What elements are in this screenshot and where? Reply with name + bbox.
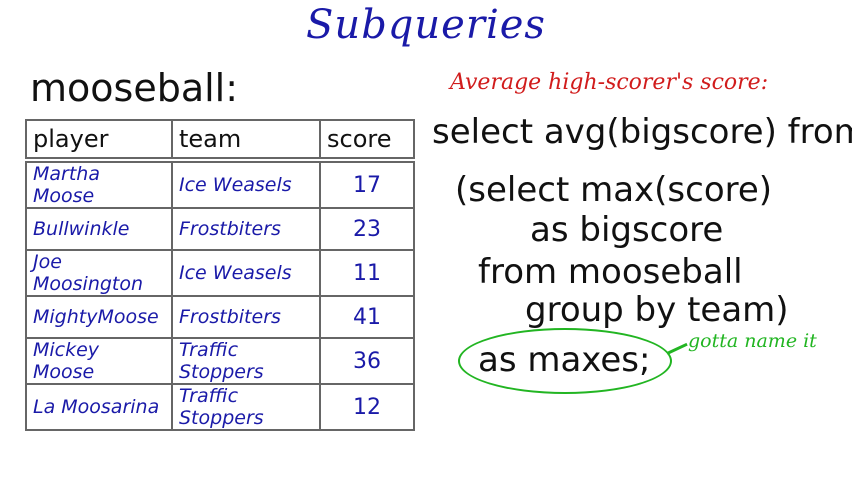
cell-score: 11 xyxy=(319,249,415,297)
cell-player: Mickey Moose xyxy=(25,337,173,385)
table-row: MightyMoose Frostbiters 41 xyxy=(25,295,415,339)
cell-score: 41 xyxy=(319,295,415,339)
header-team: team xyxy=(171,119,321,163)
code-line-5: group by team) xyxy=(525,290,789,330)
table-row: Martha Moose Ice Weasels 17 xyxy=(25,159,415,209)
code-line-4: from mooseball xyxy=(478,252,743,292)
code-line-1: select avg(bigscore) from xyxy=(432,112,852,152)
annotation-connector xyxy=(666,342,688,355)
header-player: player xyxy=(25,119,173,163)
cell-player: La Moosarina xyxy=(25,383,173,431)
cell-team: Frostbiters xyxy=(171,207,321,251)
slide-title: Subqueries xyxy=(306,2,546,48)
cell-score: 23 xyxy=(319,207,415,251)
cell-team: Traffic Stoppers xyxy=(171,337,321,385)
cell-score: 36 xyxy=(319,337,415,385)
table-row: Joe Moosington Ice Weasels 11 xyxy=(25,249,415,297)
green-annotation: gotta name it xyxy=(688,330,817,352)
cell-player: Bullwinkle xyxy=(25,207,173,251)
code-line-2: (select max(score) xyxy=(455,170,773,210)
cell-player: Martha Moose xyxy=(25,159,173,209)
cell-team: Ice Weasels xyxy=(171,159,321,209)
cell-team: Ice Weasels xyxy=(171,249,321,297)
table-name-label: mooseball: xyxy=(30,66,239,110)
cell-team: Traffic Stoppers xyxy=(171,383,321,431)
table-header-row: player team score xyxy=(25,119,415,163)
table-row: Mickey Moose Traffic Stoppers 36 xyxy=(25,337,415,385)
cell-player: Joe Moosington xyxy=(25,249,173,297)
table-row: Bullwinkle Frostbiters 23 xyxy=(25,207,415,251)
code-line-3: as bigscore xyxy=(530,210,724,250)
code-line-6: as maxes; xyxy=(478,340,651,380)
cell-score: 17 xyxy=(319,159,415,209)
cell-player: MightyMoose xyxy=(25,295,173,339)
highlight-ellipse xyxy=(458,328,672,394)
cell-score: 12 xyxy=(319,383,415,431)
header-score: score xyxy=(319,119,415,163)
cell-team: Frostbiters xyxy=(171,295,321,339)
mooseball-table: player team score Martha Moose Ice Wease… xyxy=(25,119,415,431)
table-row: La Moosarina Traffic Stoppers 12 xyxy=(25,383,415,431)
red-annotation: Average high-scorer's score: xyxy=(450,70,769,95)
